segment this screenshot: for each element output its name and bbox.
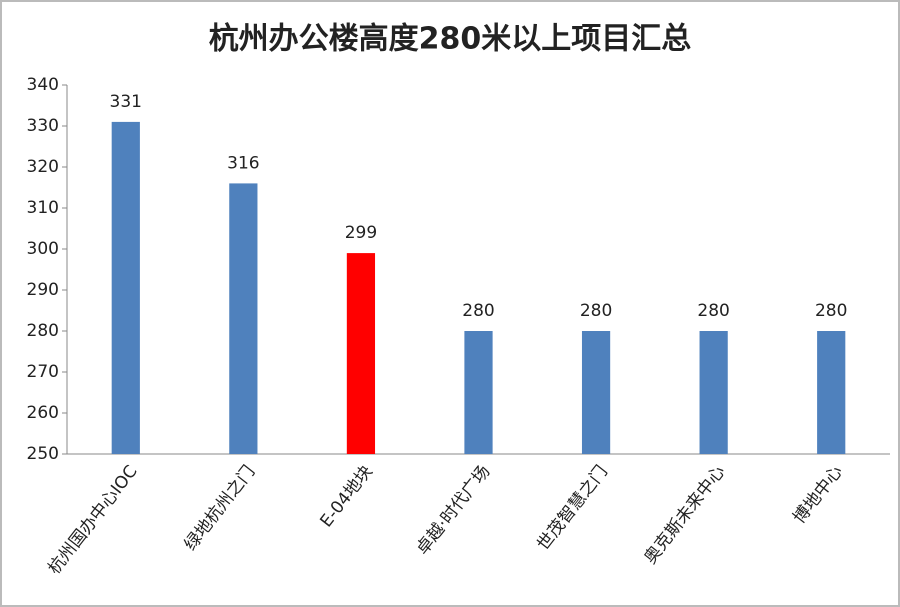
- bar: [699, 331, 728, 454]
- chart-title: 杭州办公楼高度280米以上项目汇总: [209, 22, 692, 57]
- data-label: 331: [110, 92, 142, 112]
- bar: [464, 331, 493, 454]
- y-tick-label: 250: [27, 444, 59, 464]
- bar: [229, 183, 258, 454]
- y-tick-label: 260: [27, 403, 59, 423]
- y-tick-label: 320: [27, 157, 59, 177]
- data-label: 280: [815, 301, 847, 321]
- y-tick-label: 300: [27, 239, 59, 259]
- bar: [111, 121, 140, 455]
- data-label: 280: [580, 301, 612, 321]
- data-label: 316: [227, 153, 259, 173]
- bar: [581, 331, 611, 454]
- y-tick-label: 310: [27, 198, 59, 218]
- y-tick-label: 290: [27, 280, 59, 300]
- y-tick-label: 330: [27, 116, 59, 136]
- bar: [346, 253, 376, 454]
- y-tick-label: 280: [27, 321, 59, 341]
- y-tick-label: 270: [27, 362, 59, 382]
- y-tick-label: 340: [27, 75, 59, 95]
- data-label: 280: [697, 301, 729, 321]
- data-label: 280: [462, 301, 494, 321]
- bar: [817, 331, 846, 454]
- data-label: 299: [345, 223, 377, 243]
